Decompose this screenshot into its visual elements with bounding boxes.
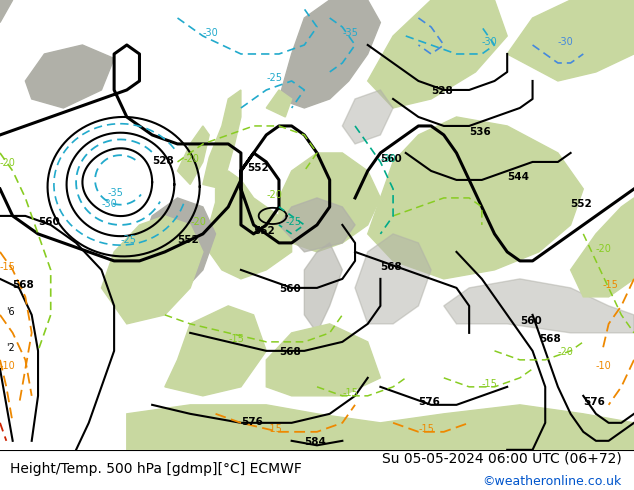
- Polygon shape: [165, 306, 266, 396]
- Text: -15: -15: [0, 262, 16, 272]
- Polygon shape: [266, 90, 292, 117]
- Text: 552: 552: [178, 235, 199, 245]
- Text: 552: 552: [254, 226, 275, 236]
- Text: ©weatheronline.co.uk: ©weatheronline.co.uk: [482, 475, 621, 488]
- Text: Height/Temp. 500 hPa [gdmp][°C] ECMWF: Height/Temp. 500 hPa [gdmp][°C] ECMWF: [10, 462, 301, 476]
- Polygon shape: [279, 198, 355, 252]
- Text: 576: 576: [418, 397, 441, 407]
- Polygon shape: [0, 0, 13, 23]
- Text: -20: -20: [596, 244, 612, 254]
- Text: 528: 528: [431, 86, 453, 97]
- Text: -25: -25: [120, 235, 136, 245]
- Polygon shape: [101, 216, 203, 324]
- Text: -30: -30: [482, 37, 498, 47]
- Polygon shape: [368, 117, 583, 279]
- Text: 584: 584: [304, 437, 327, 447]
- Text: -30: -30: [380, 154, 396, 164]
- Text: 552: 552: [571, 199, 592, 209]
- Text: -35: -35: [342, 28, 358, 38]
- Text: -20: -20: [184, 154, 200, 164]
- Polygon shape: [507, 0, 634, 81]
- Text: -20: -20: [266, 190, 282, 200]
- Polygon shape: [203, 90, 241, 189]
- Polygon shape: [279, 153, 380, 252]
- Text: -30: -30: [203, 28, 219, 38]
- Text: '6: '6: [6, 307, 15, 317]
- Text: -15: -15: [418, 424, 434, 434]
- Polygon shape: [368, 0, 507, 108]
- Text: -20: -20: [558, 347, 574, 357]
- Polygon shape: [127, 405, 634, 450]
- Text: Su 05-05-2024 06:00 UTC (06+72): Su 05-05-2024 06:00 UTC (06+72): [382, 452, 621, 466]
- Text: -30: -30: [558, 37, 574, 47]
- Text: -20: -20: [0, 158, 16, 169]
- Text: -15: -15: [482, 379, 498, 389]
- Polygon shape: [444, 279, 634, 333]
- Polygon shape: [139, 198, 216, 297]
- Text: 560: 560: [380, 154, 402, 164]
- Text: 528: 528: [152, 156, 174, 166]
- Text: -15: -15: [342, 388, 358, 398]
- Text: -10: -10: [0, 361, 16, 371]
- Text: 552: 552: [247, 163, 269, 173]
- Text: 560: 560: [520, 316, 541, 326]
- Text: -25: -25: [266, 73, 282, 83]
- Text: -30: -30: [101, 199, 117, 209]
- Text: -10: -10: [596, 361, 612, 371]
- Text: 576: 576: [583, 397, 605, 407]
- Text: -15: -15: [228, 334, 244, 344]
- Text: 576: 576: [241, 417, 263, 427]
- Text: 568: 568: [13, 280, 34, 290]
- Polygon shape: [571, 198, 634, 297]
- Text: -35: -35: [108, 188, 124, 197]
- Text: '2: '2: [6, 343, 15, 353]
- Text: 544: 544: [507, 172, 529, 182]
- Polygon shape: [209, 171, 292, 279]
- Polygon shape: [279, 0, 380, 108]
- Text: -20: -20: [190, 217, 206, 227]
- Text: 568: 568: [279, 347, 301, 357]
- Polygon shape: [355, 234, 431, 324]
- Text: 560: 560: [38, 217, 60, 227]
- Text: -25: -25: [285, 217, 301, 227]
- Text: -15: -15: [266, 424, 282, 434]
- Polygon shape: [304, 243, 342, 333]
- Polygon shape: [342, 90, 393, 144]
- Text: 536: 536: [469, 127, 491, 137]
- Text: -15: -15: [602, 280, 618, 290]
- Polygon shape: [25, 45, 114, 108]
- Polygon shape: [266, 324, 380, 396]
- Polygon shape: [178, 126, 209, 184]
- Text: 568: 568: [380, 262, 402, 272]
- Text: 560: 560: [279, 284, 301, 294]
- Text: 568: 568: [539, 334, 560, 344]
